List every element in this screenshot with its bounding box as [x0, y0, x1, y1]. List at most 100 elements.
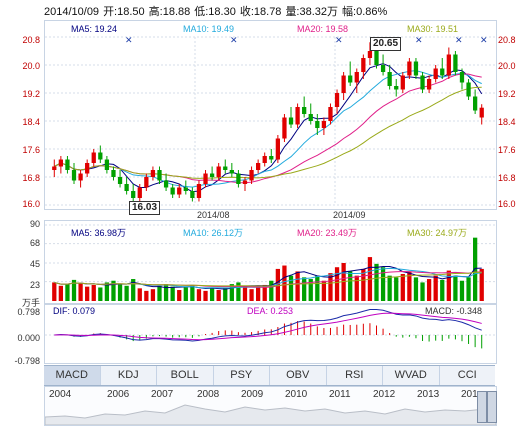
year-navigator[interactable]: 2004 2006 2007 2008 2009 2010 2011 2012 … [44, 386, 497, 426]
candle-body [203, 173, 208, 184]
volume-bar [216, 290, 221, 301]
candle-body [348, 75, 353, 83]
candle-body [85, 163, 90, 174]
volume-bar [321, 280, 327, 301]
tab-boll[interactable]: BOLL [157, 366, 214, 385]
volume-bar [348, 271, 353, 301]
price-tick-left: 16.0 [22, 199, 40, 209]
candle-body [229, 170, 234, 174]
quote-open: 开:18.50 [103, 6, 145, 18]
range-handle-left[interactable] [477, 391, 487, 423]
candle-body [216, 166, 221, 177]
tab-macd[interactable]: MACD [44, 366, 101, 385]
price-chart[interactable]: ✕✕✕✕✕✕✕ [45, 21, 496, 209]
candle-body [275, 138, 281, 160]
volume-bar [98, 287, 103, 301]
macd-panel[interactable]: DIF: 0.079 DEA: 0.253 MACD: -0.348 [44, 304, 497, 364]
vol-ma5-legend: MA5: 36.98万 [71, 228, 127, 238]
volume-bar [446, 270, 451, 301]
candle-body [374, 51, 379, 65]
tab-psy[interactable]: PSY [214, 366, 270, 385]
year-label: 2011 [329, 389, 351, 400]
volume-bar [223, 287, 228, 301]
marker-icon: ✕ [415, 36, 423, 46]
volume-bar [459, 280, 465, 301]
price-tick-right: 18.4 [498, 117, 516, 127]
candle-body [269, 156, 274, 160]
ma20-line [54, 73, 482, 184]
range-handle-right[interactable] [487, 391, 497, 423]
volume-bar [209, 288, 215, 301]
price-tick-right: 17.6 [498, 145, 516, 155]
volume-bar [124, 285, 129, 301]
candle-body [446, 54, 451, 76]
tab-cci[interactable]: CCI [457, 369, 477, 381]
volume-bar [433, 275, 438, 301]
year-label: 2004 [49, 389, 72, 400]
volume-panel[interactable]: MA5: 36.98万 MA10: 26.12万 MA20: 23.49万 MA… [44, 220, 497, 304]
candle-body [328, 107, 333, 121]
candle-body [58, 159, 64, 167]
year-label: 2007 [151, 389, 174, 400]
candle-body [295, 107, 300, 125]
marker-icon: ✕ [480, 36, 488, 46]
volume-bar [78, 283, 83, 301]
dea-line [54, 312, 482, 341]
volume-chart[interactable] [45, 221, 496, 303]
volume-bar [104, 282, 110, 301]
volume-bar [334, 267, 340, 301]
volume-bar [400, 273, 405, 301]
volume-bar [163, 284, 169, 301]
tab-wvad[interactable]: WVAD [383, 366, 440, 385]
volume-bar [229, 284, 234, 301]
candle-body [394, 86, 399, 90]
ma20-legend: MA20: 19.58 [297, 24, 349, 34]
volume-bar [157, 285, 162, 301]
marker-icon: ✕ [230, 36, 238, 46]
volume-bar [52, 282, 57, 301]
volume-bar [275, 268, 281, 301]
month-label-aug: 2014/08 [197, 210, 230, 220]
price-tick-right: 20.0 [498, 61, 516, 71]
volume-bar [65, 284, 70, 301]
year-label: 2009 [241, 389, 264, 400]
volume-bar [315, 275, 320, 301]
volume-bar [249, 289, 254, 301]
month-label-sep: 2014/09 [333, 210, 366, 220]
candle-body [420, 75, 425, 90]
volume-bar [426, 279, 432, 301]
candle-body [302, 107, 307, 114]
candle-body [157, 170, 162, 181]
vol-tick: 23 [29, 280, 40, 290]
volume-bar [58, 285, 64, 301]
volume-bar [380, 267, 386, 301]
quote-change: 幅:0.86% [342, 6, 388, 18]
quote-close: 收:18.78 [239, 6, 282, 18]
volume-bar [420, 282, 425, 301]
vol-ma10-legend: MA10: 26.12万 [183, 228, 244, 238]
volume-bar [413, 277, 419, 301]
macd-chart[interactable] [45, 305, 496, 363]
price-tick-left: 20.8 [22, 35, 40, 45]
volume-bar [255, 286, 261, 301]
candle-body [334, 93, 340, 107]
marker-icon: ✕ [125, 36, 133, 46]
tab-obv[interactable]: OBV [270, 366, 327, 385]
candle-body [150, 170, 156, 177]
tab-kdj[interactable]: KDJ [101, 366, 157, 385]
candle-body [111, 170, 116, 177]
year-label: 2006 [107, 389, 130, 400]
volume-bar [91, 284, 96, 301]
vol-tick: 68 [29, 238, 40, 248]
candle-body [380, 65, 386, 72]
dif-line [54, 308, 482, 342]
price-panel[interactable]: ✕✕✕✕✕✕✕ MA5: 19.24 MA10: 19.49 MA20: 19.… [44, 20, 497, 220]
candle-body [453, 54, 458, 72]
volume-bar [308, 279, 313, 301]
price-tick-left: 20.0 [22, 61, 40, 71]
candle-body [163, 180, 169, 188]
candle-body [117, 177, 123, 184]
tab-rsi[interactable]: RSI [327, 366, 383, 385]
candle-body [367, 51, 373, 58]
candle-body [341, 75, 346, 93]
